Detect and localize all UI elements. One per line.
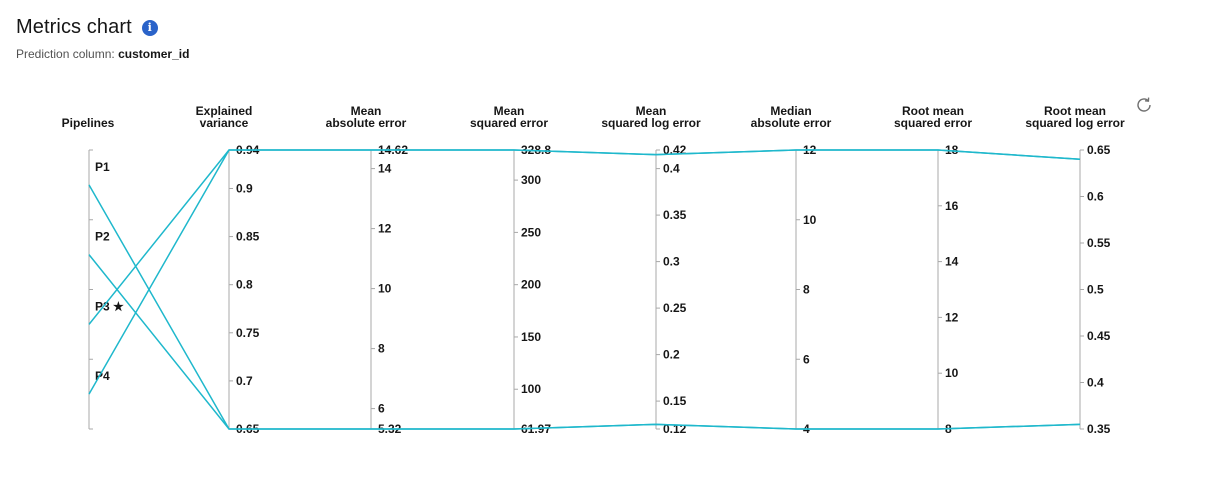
tick-label-msle: 0.2: [663, 348, 680, 362]
tick-label-rmse: 18: [945, 143, 959, 157]
tick-label-mae: 14: [378, 162, 392, 176]
tick-label-explained_variance: 0.9: [236, 181, 253, 195]
tick-label-mse: 300: [521, 173, 541, 187]
tick-label-msle: 0.25: [663, 301, 687, 315]
axis-title-mae: Mean absolute error: [326, 104, 407, 130]
tick-label-msle: 0.35: [663, 208, 687, 222]
tick-label-explained_variance: 0.85: [236, 230, 260, 244]
title-row: Metrics chart i: [16, 16, 189, 39]
pipeline-label: P1: [95, 160, 110, 174]
tick-label-rmse: 16: [945, 199, 959, 213]
tick-label-mae: 12: [378, 222, 392, 236]
tick-label-rmsle: 0.65: [1087, 143, 1111, 157]
tick-label-msle: 0.4: [663, 162, 680, 176]
axis-title-pipelines: Pipelines: [62, 116, 115, 130]
pipeline-label: P4: [95, 369, 110, 383]
axis-title-rmsle: Root mean squared log error: [1025, 104, 1125, 130]
axis-title-mse: Mean squared error: [470, 104, 548, 130]
tick-label-mse: 150: [521, 330, 541, 344]
pipeline-label: P3 ★: [95, 299, 124, 313]
chart-header: Metrics chart i Prediction column: custo…: [16, 16, 189, 61]
series-line-p1[interactable]: [88, 184, 1081, 430]
tick-label-rmsle: 0.55: [1087, 236, 1111, 250]
tick-label-mae: 6: [378, 402, 385, 416]
tick-label-rmse: 12: [945, 310, 959, 324]
tick-label-explained_variance: 0.7: [236, 374, 253, 388]
tick-label-rmsle: 0.5: [1087, 283, 1104, 297]
tick-label-medae: 8: [803, 283, 810, 297]
tick-label-rmsle: 0.45: [1087, 329, 1111, 343]
series-line-p2[interactable]: [88, 254, 1081, 430]
axis-title-msle: Mean squared log error: [601, 104, 701, 130]
tick-label-rmsle: 0.4: [1087, 376, 1104, 390]
tick-label-mse: 250: [521, 225, 541, 239]
axis-title-medae: Median absolute error: [751, 104, 832, 130]
tick-label-msle: 0.15: [663, 394, 687, 408]
tick-label-mae: 10: [378, 282, 392, 296]
tick-label-explained_variance: 0.75: [236, 326, 260, 340]
axis-title-explained_variance: Explained variance: [196, 104, 253, 130]
tick-label-rmsle: 0.6: [1087, 190, 1104, 204]
tick-label-medae: 6: [803, 352, 810, 366]
tick-label-rmse: 14: [945, 255, 959, 269]
info-icon[interactable]: i: [141, 19, 158, 36]
series-line-p4[interactable]: [88, 149, 1081, 395]
tick-label-mae: 8: [378, 342, 385, 356]
tick-label-mse: 100: [521, 382, 541, 396]
tick-label-explained_variance: 0.8: [236, 278, 253, 292]
axis-title-rmse: Root mean squared error: [894, 104, 972, 130]
tick-label-msle: 0.3: [663, 255, 680, 269]
tick-label-medae: 10: [803, 213, 817, 227]
prediction-column-info: Prediction column: customer_id: [16, 47, 189, 61]
page-title: Metrics chart: [16, 16, 132, 38]
tick-label-rmsle: 0.35: [1087, 422, 1111, 436]
refresh-icon[interactable]: [1134, 95, 1154, 115]
prediction-column-label: Prediction column:: [16, 47, 115, 61]
prediction-column-value: customer_id: [118, 47, 190, 61]
tick-label-rmse: 10: [945, 366, 959, 380]
tick-label-mse: 200: [521, 278, 541, 292]
pipeline-label: P2: [95, 230, 110, 244]
